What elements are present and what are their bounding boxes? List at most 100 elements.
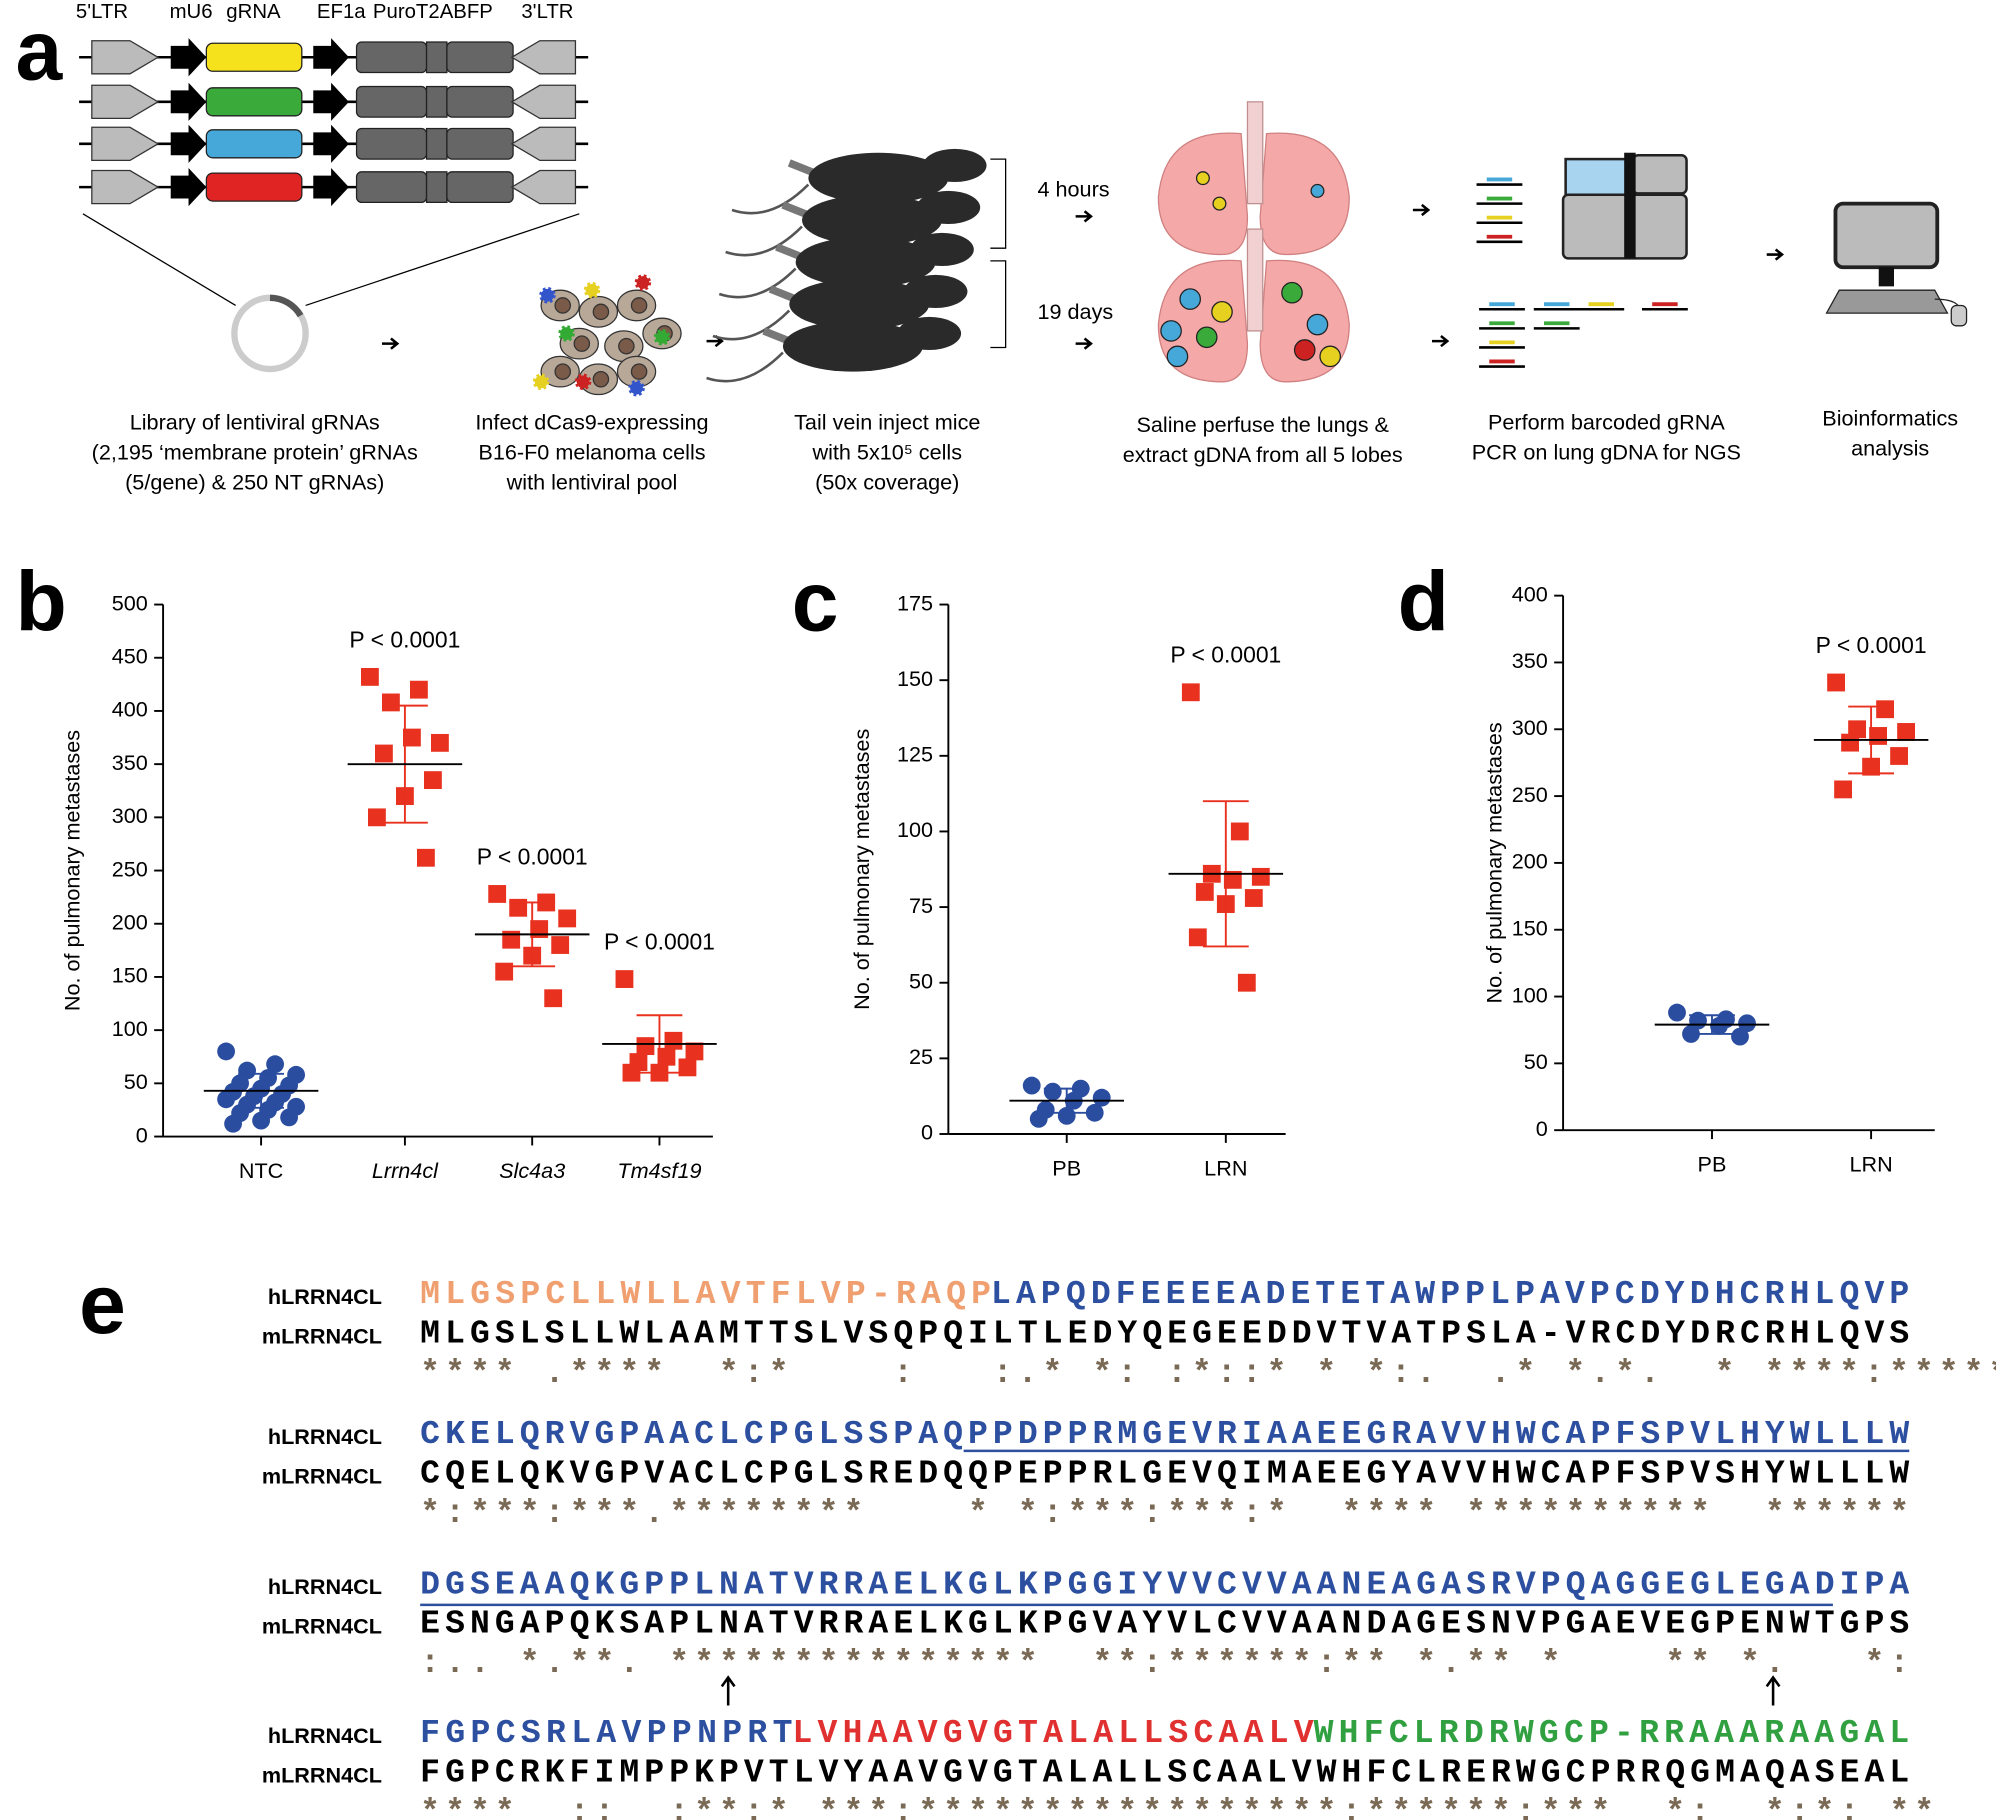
data-point (664, 1031, 683, 1050)
lung (1157, 132, 1249, 256)
zoom-line (82, 213, 236, 307)
data-point (217, 1042, 235, 1061)
caption: (2,195 ‘membrane protein’ gRNAs (92, 439, 418, 464)
metastasis (1281, 281, 1303, 304)
sequencer (1624, 152, 1636, 259)
data-point (622, 1063, 641, 1082)
site-arrow (720, 1675, 736, 1706)
timepoint: 4 hours (1037, 177, 1109, 202)
y-tick-label: 200 (112, 909, 148, 934)
t2a (425, 127, 448, 160)
caption: Perform barcoded gRNA (1488, 410, 1725, 435)
sequencer (1631, 154, 1688, 195)
y-tick-label: 300 (112, 803, 148, 828)
arrow (1432, 335, 1450, 348)
cassette-label: 5'LTR (76, 1, 128, 23)
panel-letter: d (1398, 555, 1449, 649)
p-value: P < 0.0001 (1170, 642, 1281, 668)
y-tick-label: 50 (1524, 1049, 1548, 1074)
nucleus (630, 297, 648, 314)
nucleus (592, 303, 610, 321)
mouse (808, 152, 949, 204)
human-sequence: LAPQDFEEEEADETETAWPPLPAVPCDYDHCRHLQVP (991, 1275, 1909, 1313)
cassette-label: mU6 (170, 1, 213, 23)
caption: Bioinformatics (1822, 406, 1958, 431)
data-point (431, 733, 449, 752)
mouse-sequence: ESNGAPQKSAPLNATVRRAELKGLKPGVAYVLCVVAANDA… (420, 1605, 1909, 1643)
data-point (1181, 683, 1200, 702)
conservation: *:***:***.******** * *:***:***:* **** **… (420, 1494, 1909, 1532)
virus (574, 373, 592, 391)
tail (718, 267, 797, 299)
y-tick-label: 0 (136, 1122, 148, 1147)
bracket (990, 158, 1007, 249)
y-tick-label: 100 (897, 817, 933, 842)
caption: with lentiviral pool (506, 469, 678, 494)
data-point (1710, 1017, 1728, 1035)
data-point (361, 667, 379, 686)
human-sequence: DGSEAAQKGPPLNATVRRAELKGLKPGGIYVVCVVAANEA… (420, 1565, 1909, 1603)
mouse-head (922, 148, 987, 182)
data-point (1244, 889, 1263, 907)
trachea (1246, 101, 1264, 205)
y-tick-label: 50 (124, 1069, 148, 1094)
data-point (636, 1037, 655, 1056)
y-tick-label: 25 (909, 1044, 933, 1069)
x-tick-label: LRN (1204, 1155, 1247, 1180)
p-value: P < 0.0001 (349, 626, 460, 652)
metastasis (1310, 183, 1325, 198)
data-point (657, 1047, 676, 1066)
species-label: hLRRN4CL (268, 1723, 382, 1748)
virus (628, 379, 645, 397)
data-point (615, 970, 634, 988)
data-point (403, 728, 421, 747)
mouse-sequence: CQELQKVGPVACLCPGLSREDQQPEPPRLGEVQIMAEEGY… (420, 1455, 1909, 1493)
cassette-label: gRNA (226, 1, 281, 23)
trachea (1246, 228, 1264, 332)
data-point (1085, 1103, 1104, 1122)
y-axis-label: No. of pulmonary metastases (60, 730, 85, 1011)
ltr (91, 40, 160, 75)
caption: PCR on lung gDNA for NGS (1472, 439, 1741, 464)
y-tick-label: 0 (921, 1120, 933, 1145)
caption: Tail vein inject mice (794, 410, 980, 435)
bfp (446, 85, 514, 118)
arrow (1412, 203, 1431, 217)
mouse-head (897, 316, 962, 350)
caption: with 5x10⁵ cells (811, 439, 962, 464)
y-tick-label: 150 (112, 963, 148, 988)
data-point (252, 1111, 270, 1130)
mouse (802, 194, 942, 246)
nucleus (618, 337, 635, 355)
data-point (1043, 1082, 1062, 1101)
data-point (1251, 867, 1270, 886)
ltr (91, 126, 160, 161)
y-tick-label: 400 (1512, 581, 1548, 606)
metastasis (1195, 171, 1210, 186)
grna (205, 87, 303, 117)
data-point (368, 808, 386, 827)
caption: Library of lentiviral gRNAs (130, 410, 380, 435)
arrow (1075, 210, 1093, 223)
t2a (425, 41, 448, 74)
promoter (313, 38, 349, 77)
data-point (685, 1042, 704, 1061)
data-point (678, 1058, 697, 1077)
data-point (1092, 1088, 1111, 1107)
t2a (425, 171, 448, 203)
site-arrow (1765, 1675, 1781, 1706)
x-tick-label: Slc4a3 (499, 1158, 565, 1183)
data-point (1029, 1109, 1048, 1128)
cassette-label: EF1a (317, 1, 366, 23)
caption: Infect dCas9-expressing (475, 410, 708, 435)
data-point (1022, 1076, 1041, 1095)
metastasis (1166, 345, 1189, 368)
y-tick-label: 125 (897, 742, 933, 767)
data-point (410, 680, 428, 699)
data-point (217, 1090, 235, 1109)
data-point (1738, 1014, 1756, 1033)
caption: Saline perfuse the lungs & (1136, 412, 1389, 437)
caption: (50x coverage) (815, 469, 959, 494)
data-point (1841, 733, 1859, 752)
grna (205, 129, 303, 159)
